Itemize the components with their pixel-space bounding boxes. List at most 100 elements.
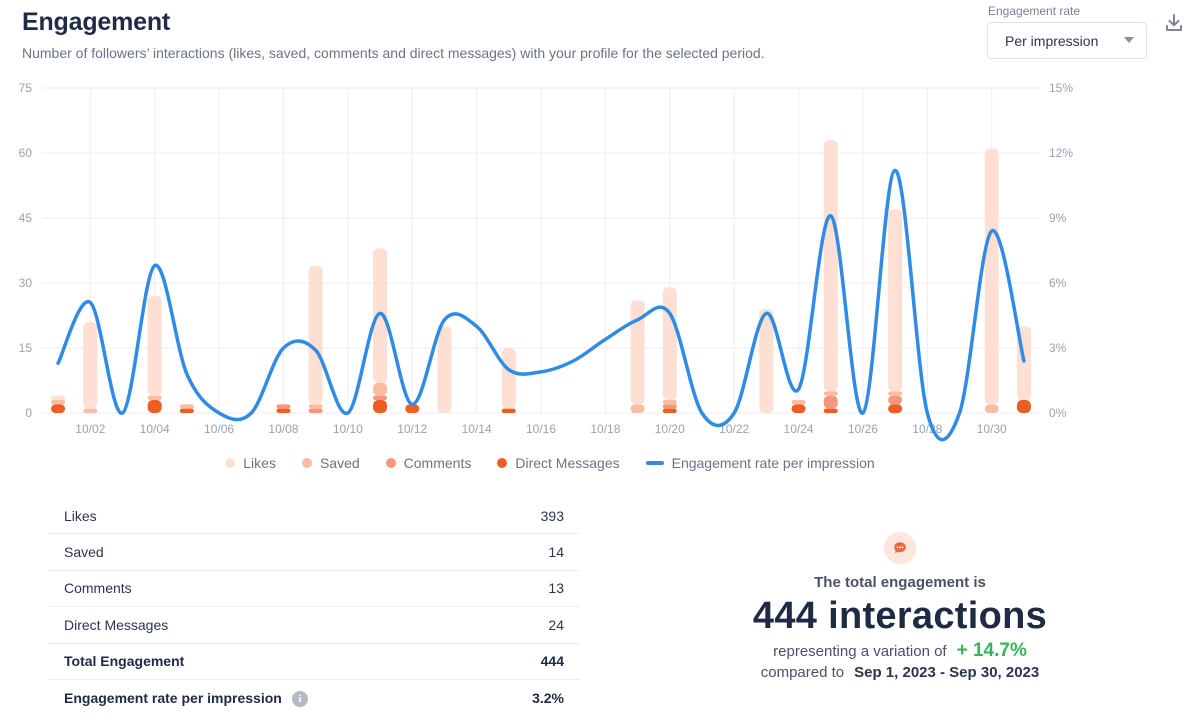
download-icon[interactable]	[1162, 11, 1186, 35]
saved-swatch	[301, 458, 312, 468]
stats-value: 14	[548, 544, 564, 561]
bar-saved	[51, 400, 66, 405]
stats-row-likes: Likes 393	[48, 498, 580, 535]
y-right-tick-label: 0%	[1049, 406, 1067, 420]
stats-row-direct-messages: Direct Messages 24	[48, 607, 580, 644]
page-title: Engagement	[22, 8, 171, 36]
chevron-down-icon	[1124, 37, 1134, 43]
bar-saved	[147, 395, 162, 400]
x-tick-label: 10/26	[848, 422, 878, 436]
x-tick-label: 10/08	[268, 422, 298, 436]
bar-likes	[147, 296, 162, 396]
bar-direct-messages	[662, 408, 677, 413]
bar-likes	[984, 148, 999, 405]
y-right-tick-label: 9%	[1049, 211, 1067, 225]
x-tick-label: 10/30	[977, 422, 1007, 436]
x-tick-label: 10/16	[526, 422, 556, 436]
stats-value: 444	[540, 653, 564, 670]
y-right-tick-label: 6%	[1049, 276, 1067, 290]
summary-value: 444 interactions	[752, 595, 1048, 637]
direct-messages-swatch	[497, 458, 508, 468]
stats-row-comments: Comments 13	[48, 571, 580, 608]
bar-comments	[276, 404, 291, 409]
y-left-tick-label: 15	[19, 341, 33, 355]
stats-value: 13	[548, 580, 564, 597]
bar-saved	[662, 400, 677, 405]
stats-row-engagement-rate: Engagement rate per impression i 3.2%	[48, 680, 580, 716]
bar-likes	[501, 348, 516, 409]
bar-direct-messages	[823, 408, 838, 413]
legend-likes[interactable]: Likes	[225, 455, 276, 471]
legend-saved-label: Saved	[319, 455, 360, 471]
stats-label: Engagement rate per impression	[64, 689, 282, 706]
x-tick-label: 10/12	[397, 422, 427, 436]
bar-direct-messages	[501, 408, 516, 413]
y-left-tick-label: 60	[19, 146, 33, 160]
bar-comments	[308, 408, 323, 413]
legend-direct-messages[interactable]: Direct Messages	[497, 455, 620, 471]
y-right-tick-label: 15%	[1049, 81, 1073, 95]
x-tick-label: 10/28	[912, 422, 942, 436]
bar-comments	[823, 395, 838, 409]
y-right-tick-label: 3%	[1049, 341, 1067, 355]
bar-saved	[823, 391, 838, 396]
x-tick-label: 10/22	[719, 422, 749, 436]
bar-saved	[630, 404, 645, 413]
x-tick-label: 10/04	[140, 422, 170, 436]
x-tick-label: 10/14	[462, 422, 492, 436]
bar-saved	[308, 404, 323, 409]
bar-saved	[984, 404, 999, 413]
stats-label: Likes	[64, 507, 97, 524]
likes-swatch	[225, 458, 236, 468]
chart-legend: Likes Saved Comments Direct Messages Eng…	[0, 455, 1100, 471]
summary-variation: representing a variation of + 14.7%	[700, 640, 1100, 662]
y-left-tick-label: 0	[25, 406, 32, 420]
info-icon[interactable]: i	[291, 690, 308, 707]
summary-heading: The total engagement is	[814, 574, 986, 591]
bar-direct-messages	[1016, 400, 1031, 413]
engagement-rate-select[interactable]: Per impression	[987, 22, 1147, 59]
bar-likes	[308, 265, 323, 405]
stats-row-saved: Saved 14	[48, 534, 580, 571]
chat-icon	[884, 532, 916, 564]
bar-likes	[83, 322, 98, 409]
legend-saved[interactable]: Saved	[301, 455, 360, 471]
legend-direct-messages-label: Direct Messages	[515, 455, 620, 471]
rate-line-swatch	[645, 461, 664, 465]
legend-engagement-rate-label: Engagement rate per impression	[671, 455, 875, 471]
bar-comments	[888, 395, 903, 405]
bar-likes	[662, 287, 677, 400]
legend-engagement-rate[interactable]: Engagement rate per impression	[645, 455, 875, 471]
bar-direct-messages	[791, 404, 806, 413]
bar-direct-messages	[147, 400, 162, 413]
compare-prefix: compared to	[760, 664, 845, 681]
bar-comments	[662, 404, 677, 409]
compare-range: Sep 1, 2023 - Sep 30, 2023	[854, 664, 1040, 681]
bar-direct-messages	[888, 404, 903, 413]
stats-value: 393	[540, 507, 564, 524]
bar-likes	[759, 309, 774, 413]
legend-likes-label: Likes	[243, 455, 276, 471]
stats-label: Direct Messages	[64, 616, 169, 633]
bar-likes	[437, 326, 452, 413]
bar-saved	[83, 408, 98, 413]
bar-comments	[373, 395, 388, 400]
engagement-summary: The total engagement is 444 interactions…	[700, 532, 1100, 681]
y-left-tick-label: 75	[19, 81, 33, 95]
stats-value: 3.2%	[532, 690, 564, 707]
bar-likes	[373, 248, 388, 383]
x-tick-label: 10/10	[333, 422, 363, 436]
y-left-tick-label: 45	[19, 211, 33, 225]
bar-direct-messages	[276, 408, 291, 413]
legend-comments[interactable]: Comments	[385, 455, 471, 471]
comments-swatch	[385, 458, 396, 468]
bar-saved	[791, 400, 806, 405]
engagement-chart: 0 0% 15 3% 30 6% 45 9% 60 12% 75 15% 10/02 10/04 10/06…	[19, 81, 1073, 442]
bar-direct-messages	[179, 408, 194, 413]
x-tick-label: 10/06	[204, 422, 234, 436]
bar-direct-messages	[405, 404, 420, 413]
bar-likes	[51, 395, 66, 400]
summary-compare: compared to Sep 1, 2023 - Sep 30, 2023	[700, 664, 1100, 681]
page-subtitle: Number of followers’ interactions (likes…	[22, 45, 765, 61]
variation-prefix: representing a variation of	[773, 643, 947, 660]
